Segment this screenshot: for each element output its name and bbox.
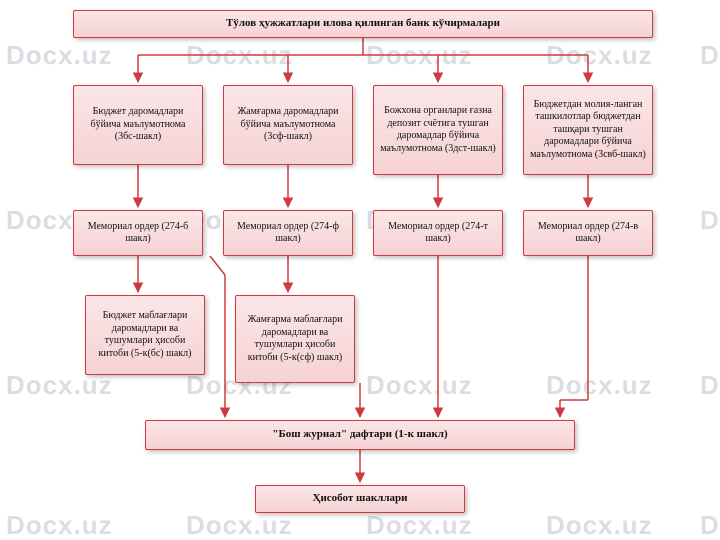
label: Бюджет даромадлари бўйича маълумотнома (… xyxy=(80,106,196,144)
node-memo-274t: Мемориал ордер (274-т шакл) xyxy=(373,210,503,256)
node-ledger-5ksf: Жамғарма маблағлари даромадлари ва тушум… xyxy=(235,295,355,383)
label: Бюджетдан молия-ланган ташкилотлар бюдже… xyxy=(530,99,646,162)
node-budget-income: Бюджет даромадлари бўйича маълумотнома (… xyxy=(73,85,203,165)
node-memo-274f: Мемориал ордер (274-ф шакл) xyxy=(223,210,353,256)
flow-arrows xyxy=(0,0,720,540)
title-text: Тўлов ҳужжатлари илова қилинган банк кўч… xyxy=(226,17,500,31)
node-memo-274v: Мемориал ордер (274-в шакл) xyxy=(523,210,653,256)
node-ledger-5kbs: Бюджет маблағлари даромадлари ва тушумла… xyxy=(85,295,205,375)
label: Мемориал ордер (274-в шакл) xyxy=(530,221,646,246)
label: Бюджет маблағлари даромадлари ва тушумла… xyxy=(92,310,198,360)
node-memo-274b: Мемориал ордер (274-б шакл) xyxy=(73,210,203,256)
node-main-journal: "Бош журнал" дафтари (1-к шакл) xyxy=(145,420,575,450)
label: Ҳисобот шакллари xyxy=(313,492,408,506)
node-customs-deposit: Божхона органлари ғазна депозит счётига … xyxy=(373,85,503,175)
title-box: Тўлов ҳужжатлари илова қилинган банк кўч… xyxy=(73,10,653,38)
label: Жамғарма маблағлари даромадлари ва тушум… xyxy=(242,314,348,364)
label: Мемориал ордер (274-б шакл) xyxy=(80,221,196,246)
label: Жамғарма даромадлари бўйича маълумотнома… xyxy=(230,106,346,144)
label: Мемориал ордер (274-т шакл) xyxy=(380,221,496,246)
node-fund-income: Жамғарма даромадлари бўйича маълумотнома… xyxy=(223,85,353,165)
node-extrabudget-income: Бюджетдан молия-ланган ташкилотлар бюдже… xyxy=(523,85,653,175)
label: Божхона органлари ғазна депозит счётига … xyxy=(380,105,496,155)
node-report-forms: Ҳисобот шакллари xyxy=(255,485,465,513)
label: "Бош журнал" дафтари (1-к шакл) xyxy=(272,428,447,442)
label: Мемориал ордер (274-ф шакл) xyxy=(230,221,346,246)
